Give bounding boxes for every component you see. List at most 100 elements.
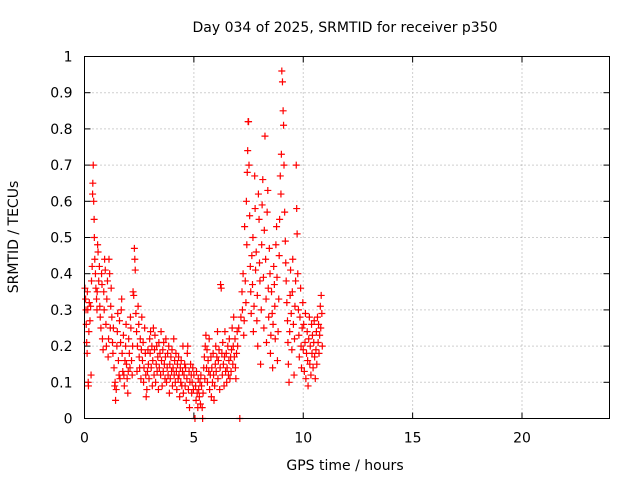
data-point (171, 357, 179, 365)
data-point (310, 317, 318, 325)
data-point (301, 338, 309, 346)
data-point (216, 364, 224, 372)
data-point (129, 288, 137, 296)
data-point (271, 302, 279, 310)
data-point (91, 255, 99, 263)
data-point (185, 367, 193, 375)
data-point (258, 241, 266, 249)
data-point (297, 342, 305, 350)
data-point (212, 367, 220, 375)
data-point (242, 197, 250, 205)
data-point (224, 371, 232, 379)
data-point (116, 317, 123, 325)
data-point (91, 270, 99, 278)
data-point (82, 295, 90, 303)
data-point (198, 382, 206, 390)
data-point (113, 328, 121, 336)
data-point (85, 328, 93, 336)
y-tick-label: 0.4 (50, 267, 72, 283)
data-point (284, 338, 292, 346)
data-point (109, 338, 116, 346)
data-point (114, 357, 122, 365)
data-point (133, 367, 141, 375)
data-point (281, 237, 289, 245)
data-point (132, 310, 140, 318)
data-point (190, 371, 198, 379)
data-point (241, 277, 249, 285)
data-point (223, 364, 231, 372)
data-point (195, 386, 203, 394)
data-point (103, 295, 111, 303)
grid-lines (84, 56, 610, 419)
data-point (292, 161, 300, 169)
data-point (84, 306, 92, 314)
data-point (128, 357, 136, 365)
data-point (294, 270, 302, 278)
data-point (139, 338, 147, 346)
data-point (94, 248, 102, 256)
data-point (230, 353, 238, 361)
data-point (131, 266, 139, 274)
data-point (281, 208, 289, 216)
data-point (107, 302, 115, 310)
chart-title: Day 034 of 2025, SRMTID for receiver p35… (192, 20, 497, 36)
data-point (169, 364, 177, 372)
data-point (84, 382, 92, 390)
data-point (228, 346, 235, 354)
data-point (275, 295, 283, 303)
data-point (257, 306, 265, 314)
data-point (233, 328, 241, 336)
data-point (252, 248, 260, 256)
data-point (218, 371, 226, 379)
data-point (105, 335, 113, 343)
data-point (295, 353, 303, 361)
data-point (83, 288, 91, 296)
data-point (237, 313, 245, 321)
data-points (81, 67, 326, 422)
data-point (183, 349, 191, 357)
data-point (202, 331, 210, 339)
y-tick-label: 0 (64, 412, 73, 428)
data-point (205, 367, 213, 375)
data-point (214, 328, 221, 336)
data-point (113, 342, 121, 350)
data-point (109, 324, 117, 332)
data-point (265, 244, 273, 252)
data-point (308, 349, 316, 357)
data-point (311, 353, 319, 361)
y-tick-label: 0.9 (50, 86, 72, 102)
data-point (260, 324, 268, 332)
data-point (302, 375, 310, 383)
data-point (159, 346, 167, 354)
data-point (299, 299, 307, 307)
data-point (87, 302, 95, 310)
data-point (137, 375, 145, 383)
data-point (282, 259, 290, 267)
data-point (181, 382, 189, 390)
data-point (90, 197, 98, 205)
data-point (158, 357, 165, 365)
data-point (253, 317, 261, 325)
data-point (241, 223, 249, 231)
y-tick-label: 0.7 (50, 158, 72, 174)
data-point (273, 357, 281, 365)
data-point (123, 360, 130, 368)
data-point (268, 288, 276, 296)
data-point (172, 349, 180, 357)
data-point (193, 367, 200, 375)
data-point (286, 328, 294, 336)
data-point (263, 338, 270, 346)
data-point (142, 393, 150, 401)
data-point (230, 313, 238, 321)
data-point (124, 367, 132, 375)
data-point (166, 360, 174, 368)
data-point (266, 270, 274, 278)
data-point (173, 386, 181, 394)
data-point (279, 107, 287, 115)
data-point (272, 241, 280, 249)
data-point (164, 349, 172, 357)
data-point (88, 277, 95, 285)
data-point (231, 335, 239, 343)
data-point (282, 277, 290, 285)
data-point (167, 353, 175, 361)
